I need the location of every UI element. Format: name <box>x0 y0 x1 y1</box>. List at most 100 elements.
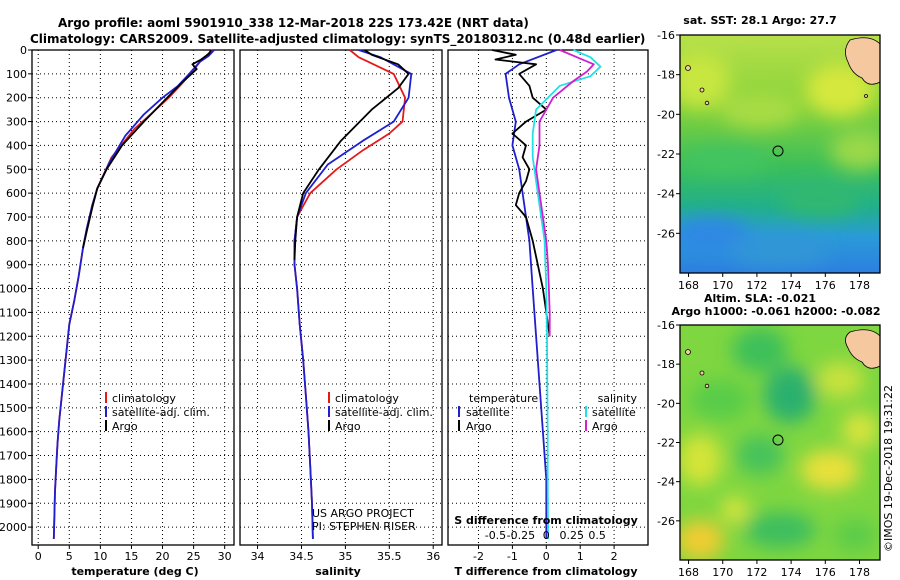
depth-tick-label: 1900 <box>0 497 27 510</box>
legend-label-climatology: climatology <box>335 392 399 405</box>
depth-tick-label: 1800 <box>0 473 27 486</box>
map-lat-label: -24 <box>657 476 675 489</box>
header-line2: Climatology: CARS2009. Satellite-adjuste… <box>30 32 645 47</box>
diff-line-argo-3 <box>535 49 595 337</box>
sla-land <box>685 329 880 389</box>
depth-tick-label: 2000 <box>0 521 27 534</box>
sal-x-tick-label: 36 <box>426 550 440 563</box>
s-difference-axis-label: S difference from climatology <box>454 514 638 527</box>
depth-tick-label: 100 <box>6 68 27 81</box>
map-lon-label: 176 <box>815 566 836 579</box>
sla-map-subtitle: Argo h1000: -0.061 h2000: -0.082 <box>671 305 880 318</box>
sal-x-tick-label: 35 <box>338 550 352 563</box>
map-lon-label: 178 <box>849 566 870 579</box>
temp-line-climatology-0 <box>52 49 213 540</box>
map-lon-label: 172 <box>746 279 767 292</box>
diff-s-tick-label: -0.5 <box>485 529 506 542</box>
sal-x-tick-label: 35.5 <box>377 550 402 563</box>
legend-swatch-climatology <box>328 392 330 403</box>
legend-label-t-argo: Argo <box>466 420 492 433</box>
salinity-axis-label: salinity <box>315 565 361 578</box>
difference-plot: -2 -1 0 1 2 -0.5 -0.25 0 0.25 0.5 <box>448 49 648 563</box>
depth-tick-label: 500 <box>6 163 27 176</box>
legend-label-argo: Argo <box>112 420 138 433</box>
legend-swatch-argo <box>328 420 330 431</box>
sla-argo-location-marker <box>772 434 784 446</box>
legend-title-temperature: temperature <box>469 392 538 405</box>
map-lat-label: -22 <box>657 148 675 161</box>
depth-tick-label: 1300 <box>0 354 27 367</box>
legend-swatch-argo <box>105 420 107 431</box>
depth-tick-label: 1100 <box>0 306 27 319</box>
sla-map-title: Altim. SLA: -0.021 <box>704 292 816 305</box>
map-lon-label: 170 <box>712 566 733 579</box>
legend-label-satellite: satellite-adj. clim. <box>335 406 433 419</box>
temp-x-tick-label: 15 <box>124 550 138 563</box>
salinity-panel-frame <box>239 49 443 546</box>
map-lon-label: 174 <box>781 566 802 579</box>
legend-swatch-s-satellite <box>585 406 587 417</box>
depth-tick-label: 800 <box>6 235 27 248</box>
diff-x-tick-label: 0 <box>543 550 550 563</box>
sla-map-field <box>680 325 880 560</box>
legend-title-salinity: salinity <box>598 392 638 405</box>
sal-line-satellite-adj-clim--1 <box>293 49 413 540</box>
depth-tick-label: 400 <box>6 139 27 152</box>
depth-tick-label: 1500 <box>0 402 27 415</box>
map-lon-label: 168 <box>678 566 699 579</box>
legend-swatch-t-satellite <box>458 406 460 417</box>
depth-tick-label: 900 <box>6 259 27 272</box>
diff-s-tick-label: 0.25 <box>559 529 584 542</box>
legend-swatch-s-argo <box>585 420 587 431</box>
legend-label-s-satellite: satellite <box>592 406 636 419</box>
sst-map-title: sat. SST: 28.1 Argo: 27.7 <box>683 14 836 27</box>
depth-tick-label: 200 <box>6 92 27 105</box>
depth-tick-label: 1600 <box>0 426 27 439</box>
temperature-legend: climatology satellite-adj. clim. Argo <box>105 392 210 433</box>
legend-label-s-argo: Argo <box>592 420 618 433</box>
map-lat-label: -18 <box>657 69 675 82</box>
map-lat-label: -26 <box>657 515 675 528</box>
map-lon-label: 176 <box>815 279 836 292</box>
depth-axis: 0 100 200 300 400 500 600 700 800 900 1000 1100 1200… <box>0 44 32 534</box>
depth-tick-label: 1700 <box>0 450 27 463</box>
temp-line-satellite-adj-clim--1 <box>52 49 215 540</box>
temperature-plot: 0 5 10 15 20 25 30 <box>32 49 234 563</box>
diff-s-tick-label: 0.5 <box>588 529 606 542</box>
temp-x-tick-label: 0 <box>35 550 42 563</box>
diff-x-tick-label: 1 <box>577 550 584 563</box>
map-lon-label: 172 <box>746 566 767 579</box>
legend-label-argo: Argo <box>335 420 361 433</box>
t-difference-axis-label: T difference from climatology <box>454 565 637 578</box>
temp-x-tick-label: 25 <box>187 550 201 563</box>
map-lon-label: 170 <box>712 279 733 292</box>
salinity-legend: climatology satellite-adj. clim. Argo <box>328 392 433 433</box>
salinity-plot: 34 34.5 35 35.5 36 <box>240 49 442 563</box>
diff-s-tick-label: 0 <box>543 529 550 542</box>
diff-x-tick-label: -2 <box>473 550 484 563</box>
diff-x-tick-label: -1 <box>507 550 518 563</box>
sst-map-field <box>680 35 880 273</box>
map-lat-label: -16 <box>657 29 675 42</box>
depth-tick-label: 300 <box>6 116 27 129</box>
sst-argo-location-marker <box>772 145 784 157</box>
legend-swatch-climatology <box>105 392 107 403</box>
depth-tick-label: 600 <box>6 187 27 200</box>
map-lat-label: -22 <box>657 437 675 450</box>
depth-tick-label: 1200 <box>0 330 27 343</box>
difference-legend: temperature satellite Argo salinity sate… <box>458 392 637 433</box>
diff-s-tick-label: -0.25 <box>507 529 535 542</box>
legend-label-climatology: climatology <box>112 392 176 405</box>
map-lon-label: 178 <box>849 279 870 292</box>
diff-line-argo-1 <box>491 49 551 337</box>
temp-x-tick-label: 30 <box>218 550 232 563</box>
temperature-panel-frame <box>31 49 235 546</box>
temp-x-tick-label: 20 <box>156 550 170 563</box>
diff-line-satellite-0 <box>504 49 557 539</box>
depth-tick-label: 700 <box>6 211 27 224</box>
map-lon-label: 174 <box>781 279 802 292</box>
sst-map-axes: -16 -18 -20 -22 -24 -26 168 170 172 174 176 178 <box>657 29 870 292</box>
legend-label-satellite: satellite-adj. clim. <box>112 406 210 419</box>
header-line1: Argo profile: aoml 5901910_338 12-Mar-20… <box>58 16 529 31</box>
